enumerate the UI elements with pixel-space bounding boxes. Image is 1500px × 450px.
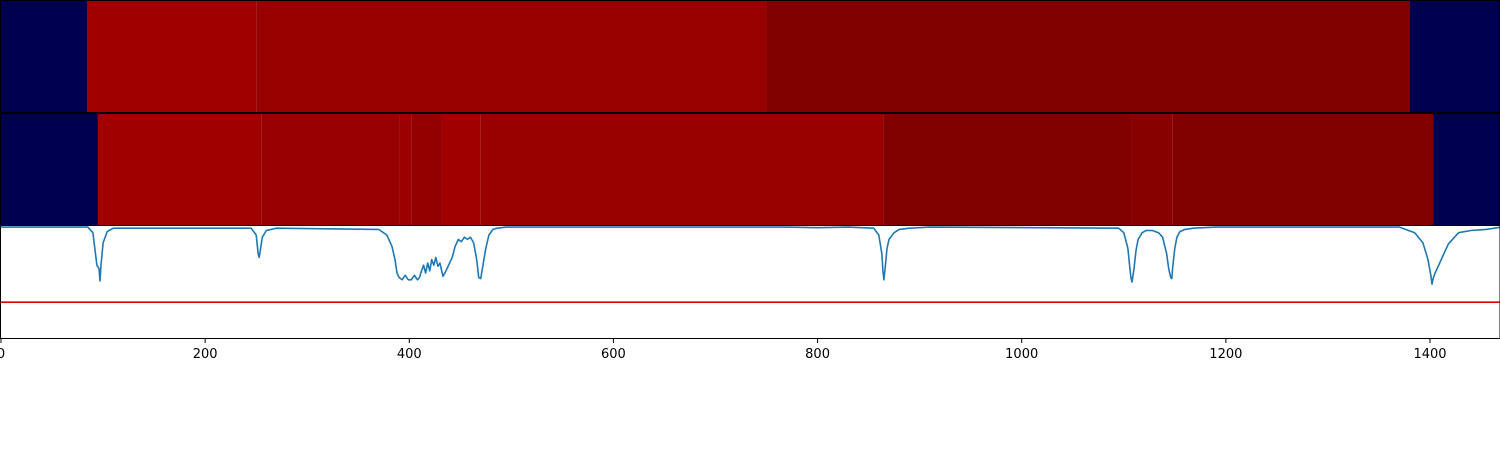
x-tick-label: 800 (805, 347, 830, 362)
heatmap-band (1, 1, 88, 112)
heatmap-band (1172, 114, 1434, 225)
x-tick-label: 400 (397, 347, 422, 362)
signal-line (1, 226, 1500, 286)
heatmap-band (411, 114, 442, 225)
heatmap-band (1131, 114, 1173, 225)
heatmap-band (441, 114, 481, 225)
x-axis: 0 200 400 600 800 1000 1200 1400 (0, 338, 1447, 362)
heatmap-band (1409, 1, 1500, 112)
x-tick-label: 200 (193, 347, 218, 362)
x-tick-label: 1200 (1209, 347, 1242, 362)
heatmap-band (261, 114, 400, 225)
x-tick-label: 1000 (1005, 347, 1038, 362)
heatmap-band (883, 114, 1132, 225)
line-panel (0, 225, 1500, 339)
heatmap-band (399, 114, 412, 225)
heatmap-panel-1 (0, 0, 1500, 113)
heatmap-band (97, 114, 262, 225)
heatmap-band (256, 1, 767, 112)
x-tick-label: 0 (0, 347, 5, 362)
heatmap-band (1433, 114, 1500, 225)
heatmap-band (87, 1, 257, 112)
heatmap-band (766, 1, 1410, 112)
x-tick-label: 600 (601, 347, 626, 362)
panel-frame (0, 0, 1500, 113)
heatmap-panel-2 (0, 113, 1500, 226)
x-tick-label: 1400 (1413, 347, 1446, 362)
plot-area (0, 226, 1500, 338)
heatmap-band (480, 114, 884, 225)
heatmap-band (1, 114, 98, 225)
panel-frame (0, 225, 1500, 339)
